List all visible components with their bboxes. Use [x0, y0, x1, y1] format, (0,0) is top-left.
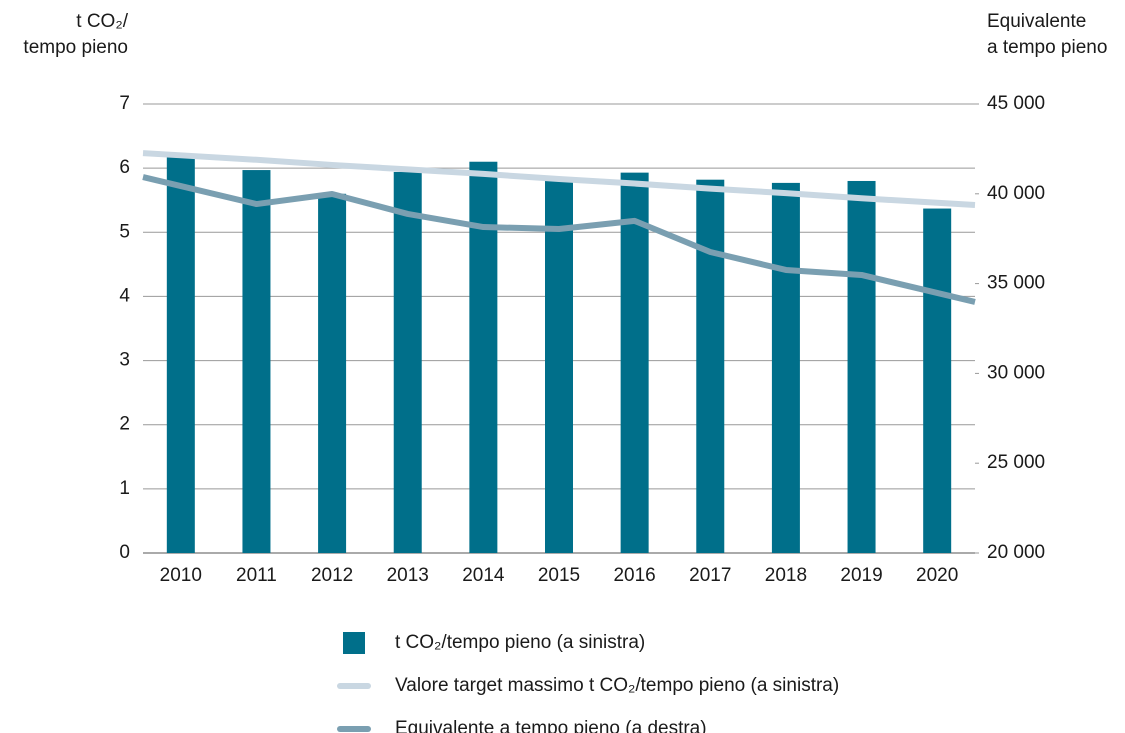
y-tick-label: 5 — [119, 221, 130, 242]
legend-label: t CO₂/tempo pieno (a sinistra) — [395, 632, 645, 653]
line — [142, 174, 976, 305]
bar — [166, 155, 195, 554]
x-tick-label: 2013 — [387, 565, 429, 586]
x-tick-label: 2012 — [311, 565, 353, 586]
bar — [318, 193, 347, 554]
bar — [393, 171, 422, 553]
y-tick-label: 4 — [119, 285, 130, 306]
bar — [545, 180, 573, 553]
y2-axis-title: Equivalente — [987, 11, 1086, 32]
bar — [242, 170, 271, 553]
legend-label: Equivalente a tempo pieno (a destra) — [395, 718, 707, 733]
y2-tick-label: 20 000 — [987, 542, 1045, 563]
bar — [469, 161, 498, 553]
bar — [620, 172, 649, 553]
x-tick-label: 2017 — [689, 565, 731, 586]
x-tick-label: 2018 — [765, 565, 807, 586]
y-tick-label: 6 — [119, 157, 130, 178]
y-tick-label: 7 — [119, 93, 130, 114]
x-tick-label: 2019 — [840, 565, 882, 586]
y2-tick-label: 45 000 — [987, 93, 1045, 114]
line — [142, 150, 976, 209]
y-axis-title: tempo pieno — [23, 37, 128, 58]
y-tick-label: 1 — [119, 478, 130, 499]
x-tick-label: 2014 — [462, 565, 505, 586]
x-tick-label: 2020 — [916, 565, 958, 586]
y-axis-title: t CO₂/ — [76, 11, 128, 32]
legend-label: Valore target massimo t CO₂/tempo pieno … — [395, 675, 839, 696]
legend-swatch — [343, 632, 365, 654]
bar — [696, 179, 725, 553]
x-tick-label: 2016 — [613, 565, 655, 586]
y2-tick-label: 30 000 — [987, 362, 1045, 383]
bar — [771, 182, 800, 553]
y2-axis-title: a tempo pieno — [987, 37, 1107, 58]
y2-tick-label: 35 000 — [987, 273, 1045, 294]
x-tick-label: 2015 — [538, 565, 580, 586]
y-tick-label: 3 — [119, 350, 130, 371]
y-tick-label: 2 — [119, 414, 130, 435]
y2-tick-label: 25 000 — [987, 452, 1045, 473]
x-tick-label: 2011 — [236, 565, 277, 586]
y-tick-label: 0 — [119, 542, 130, 563]
bar — [923, 208, 952, 553]
y2-tick-label: 40 000 — [987, 183, 1045, 204]
bar — [847, 180, 876, 553]
x-tick-label: 2010 — [160, 565, 202, 586]
